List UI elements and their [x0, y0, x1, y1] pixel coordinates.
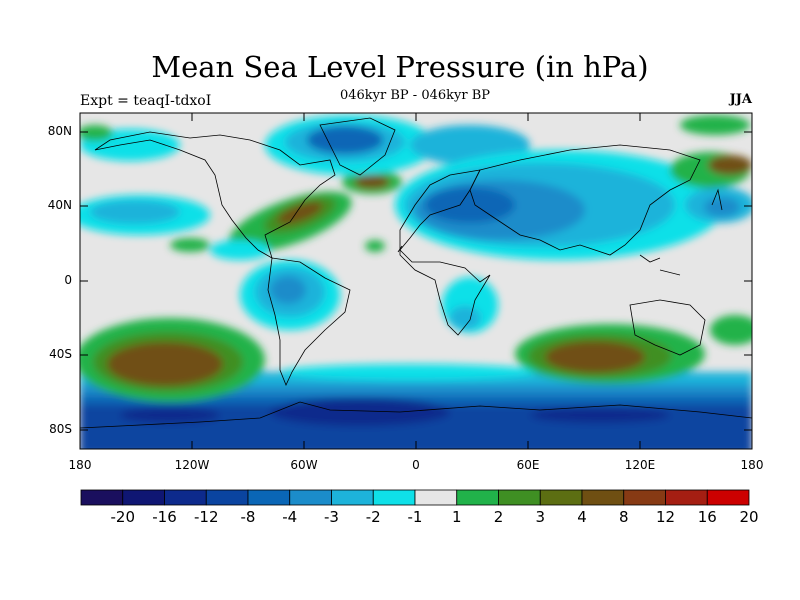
- colorbar-label: -1: [407, 508, 423, 526]
- colorbar-swatch: [414, 489, 458, 506]
- colorbar-label: -20: [110, 508, 136, 526]
- south-america-low-3: [270, 276, 306, 304]
- southern-cyan-edge: [280, 364, 540, 380]
- eurasia-low-core: [425, 187, 515, 223]
- colorbar-swatch: [247, 489, 291, 506]
- colorbar-swatch: [706, 489, 750, 506]
- colorbar-label: 3: [535, 508, 546, 526]
- colorbar-label: -4: [282, 508, 298, 526]
- colorbar-swatch: [80, 489, 124, 506]
- indian-ocean-high-3: [545, 341, 645, 373]
- colorbar-swatch: [164, 489, 207, 506]
- colorbar-label: 16: [697, 508, 717, 526]
- antarctic-low-core-2: [120, 407, 220, 423]
- colorbar-swatch: [539, 489, 583, 506]
- coastlines: [80, 117, 752, 429]
- tasman-high: [710, 315, 752, 345]
- colorbar-label: 1: [451, 508, 462, 526]
- season-label: JJA: [729, 92, 752, 107]
- colorbar-swatch: [331, 489, 374, 506]
- colorbar-label: 4: [577, 508, 587, 526]
- colorbar-label: -3: [324, 508, 339, 526]
- chart-subtitle: 046kyr BP - 046kyr BP: [339, 88, 491, 103]
- southern-africa-low-2: [449, 306, 481, 330]
- lon-tick-120w: 120W: [174, 458, 210, 472]
- north-pacific-low-2: [704, 197, 740, 217]
- antarctic-low-core: [270, 398, 450, 426]
- indonesia-coast: [639, 254, 681, 276]
- east-pacific-low-2: [90, 200, 180, 224]
- colorbar-swatch: [122, 489, 165, 506]
- lon-tick-120e: 120E: [624, 458, 656, 472]
- colorbar-swatch: [498, 489, 541, 506]
- arctic-low-3: [307, 126, 383, 154]
- colorbar-label: -8: [240, 508, 256, 526]
- lat-tick-0: 0: [64, 273, 72, 287]
- antarctic-low-core-3: [530, 407, 670, 423]
- colorbar: [80, 489, 750, 506]
- east-siberia-high: [680, 115, 750, 135]
- greenland-coast: [319, 117, 396, 176]
- axis-ticks: [80, 113, 752, 449]
- labrador-high-2: [354, 175, 390, 189]
- atlantic-small-high: [365, 240, 385, 252]
- asia-coast: [469, 144, 701, 256]
- lat-tick-40s: 40S: [49, 347, 72, 361]
- colorbar-swatch: [205, 489, 249, 506]
- colorbar-label: 8: [618, 508, 629, 526]
- colorbar-swatch: [665, 489, 708, 506]
- colorbar-label: 20: [739, 508, 759, 526]
- experiment-label: Expt = teaqI-tdxoI: [80, 93, 212, 109]
- lat-tick-40n: 40N: [47, 198, 72, 212]
- ireland-coast: [397, 245, 403, 253]
- lon-tick-60w: 60W: [290, 458, 318, 472]
- colorbar-swatch: [456, 489, 499, 506]
- antarctica-coast: [80, 401, 752, 429]
- australia-coast: [629, 299, 706, 356]
- colorbar-label: -12: [194, 508, 219, 526]
- colorbar-label: -16: [152, 508, 177, 526]
- south-america-coast: [267, 257, 351, 387]
- chart-title: Mean Sea Level Pressure (in hPa): [151, 50, 649, 84]
- colorbar-label: -2: [365, 508, 381, 526]
- lat-tick-80s: 80S: [49, 422, 72, 436]
- lon-tick-180e: 180: [740, 458, 764, 472]
- colorbar-label: 12: [655, 508, 676, 526]
- lon-tick-60e: 60E: [516, 458, 540, 472]
- siberia-high-2: [708, 155, 752, 175]
- colorbar-swatch: [289, 489, 332, 506]
- central-america-low: [210, 240, 270, 260]
- colorbar-swatch: [623, 489, 666, 506]
- colorbar-swatch: [581, 489, 625, 506]
- colorbar-label: 2: [493, 508, 504, 526]
- colorbar-swatch: [372, 489, 416, 506]
- bering-high: [80, 125, 113, 141]
- north-america-coast: [94, 131, 336, 259]
- lat-tick-80n: 80N: [47, 124, 72, 138]
- north-atlantic-high-3: [277, 201, 323, 225]
- south-pacific-high-3: [107, 342, 223, 386]
- lon-tick-0: 0: [412, 458, 420, 472]
- lon-tick-180w: 180: [68, 458, 92, 472]
- japan-coast: [711, 188, 723, 211]
- east-pacific-high: [170, 238, 210, 252]
